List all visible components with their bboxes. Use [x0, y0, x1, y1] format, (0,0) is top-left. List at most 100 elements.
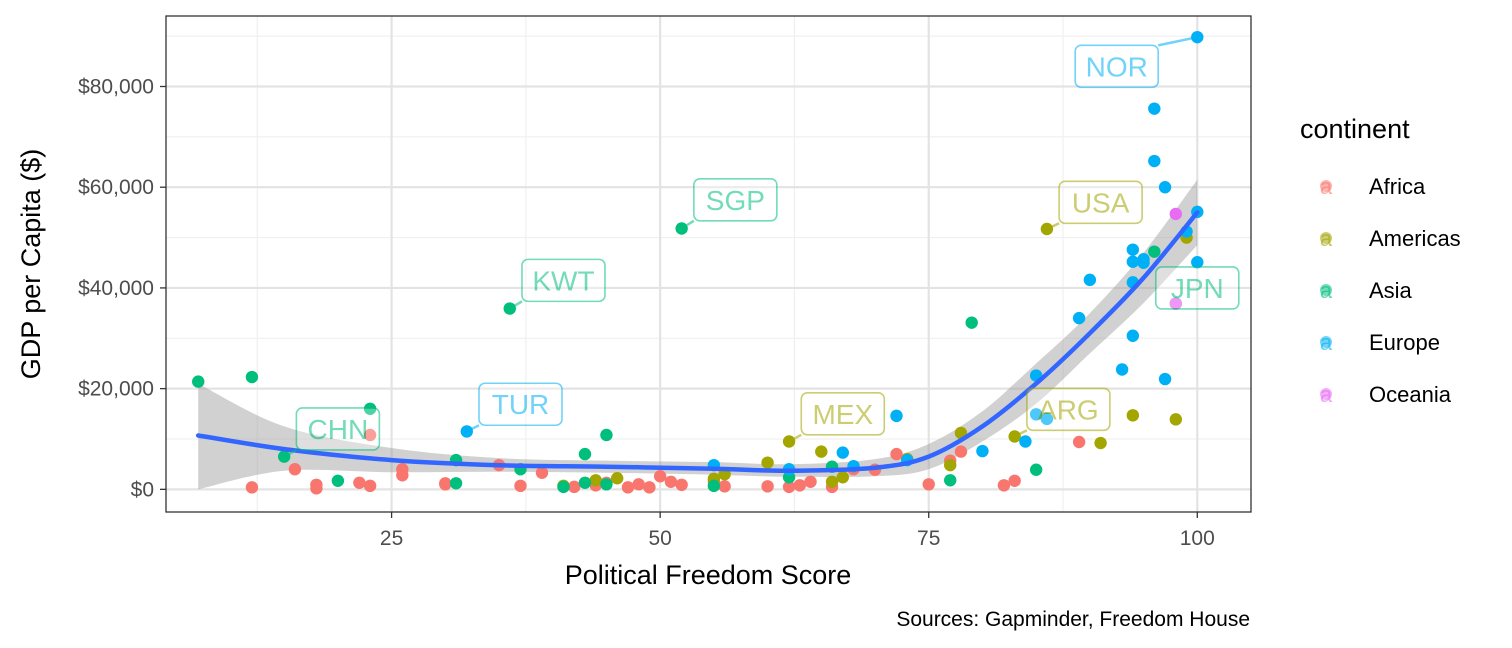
data-point [815, 445, 828, 458]
plot-panel [166, 16, 1251, 512]
callout-label: USA [1072, 187, 1130, 218]
y-tick-label: $20,000 [78, 378, 154, 401]
data-point [1040, 412, 1054, 426]
callout-tur: TUR [466, 382, 563, 433]
callout-sgp: SGP [680, 177, 778, 230]
data-point [449, 477, 463, 490]
legend: aAfricaaAmericasaAsiaaEuropeaOceania [1320, 174, 1461, 407]
data-point [1094, 436, 1107, 450]
data-point [1158, 181, 1172, 194]
callout-leader [788, 433, 802, 443]
y-tick-label: $0 [131, 478, 154, 501]
data-point [600, 478, 613, 491]
callout-label: KWT [532, 265, 594, 296]
data-point [363, 479, 377, 493]
data-point [997, 479, 1011, 492]
x-axis-title: Political Freedom Score [565, 560, 852, 590]
callout-jpn: JPN [1154, 266, 1240, 310]
data-point [514, 479, 527, 493]
callout-chn: CHN [283, 407, 381, 458]
data-point [1169, 297, 1183, 310]
legend-key-dot [1320, 180, 1332, 192]
callout-label: NOR [1086, 51, 1148, 82]
y-tick-label: $40,000 [78, 277, 154, 300]
x-axis: 25 50 75 100 [380, 512, 1215, 550]
legend-title: continent [1300, 114, 1410, 144]
callout-leader [680, 219, 695, 230]
data-point [965, 316, 978, 329]
data-point [653, 470, 667, 483]
data-point [331, 474, 345, 487]
x-tick-label: 50 [648, 527, 671, 550]
data-point [1008, 474, 1021, 487]
data-point [1126, 255, 1140, 268]
caption: Sources: Gapminder, Freedom House [896, 608, 1250, 631]
data-point [1169, 207, 1183, 221]
data-point [804, 475, 817, 488]
data-point [1169, 413, 1183, 426]
callout-usa: USA [1046, 180, 1143, 231]
data-point [1126, 409, 1140, 422]
data-point [793, 479, 807, 492]
data-point [578, 476, 592, 489]
data-point [954, 445, 968, 458]
callout-label: JPN [1171, 273, 1224, 304]
smooth-trend-line [195, 210, 1200, 473]
data-point [1148, 245, 1161, 258]
legend-label-americas: Americas [1369, 226, 1461, 251]
x-tick-label: 100 [1180, 527, 1215, 550]
data-point [890, 409, 903, 423]
y-axis: $0 $20,000 $40,000 $60,000 $80,000 [78, 75, 166, 501]
data-point [922, 478, 935, 491]
data-point [460, 425, 473, 438]
callout-leader [466, 424, 480, 433]
data-point [1115, 363, 1129, 376]
data-point [1126, 329, 1140, 342]
data-point [396, 469, 409, 482]
callout-box [1074, 44, 1160, 89]
legend-label-oceania: Oceania [1369, 382, 1452, 407]
data-point [1019, 435, 1032, 448]
data-point [600, 428, 613, 442]
confidence-band-area [198, 179, 1198, 490]
data-point [1029, 463, 1043, 476]
data-point [632, 478, 645, 491]
callout-box [693, 177, 778, 222]
callout-label: SGP [706, 185, 765, 216]
data-point [836, 446, 849, 459]
y-tick-label: $60,000 [78, 176, 154, 199]
data-point [363, 402, 377, 415]
confidence-band [198, 179, 1198, 490]
data-point [353, 476, 366, 489]
data-point [557, 480, 570, 494]
data-point [1029, 408, 1043, 421]
data-point [761, 480, 774, 493]
minor-grid [166, 16, 1251, 512]
data-point [1148, 102, 1161, 115]
callout-kwt: KWT [509, 258, 606, 310]
callout-box [1026, 387, 1111, 432]
data-point [192, 375, 205, 388]
data-point [761, 456, 774, 469]
callout-box [295, 407, 381, 451]
data-point [589, 474, 602, 487]
data-point [782, 480, 796, 494]
points [192, 30, 1204, 495]
legend-label-europe: Europe [1369, 330, 1440, 355]
data-point [1191, 256, 1204, 269]
callout-leader [283, 448, 297, 458]
data-point [664, 475, 678, 488]
data-point [310, 482, 323, 495]
data-point [245, 481, 259, 494]
data-point [1072, 435, 1086, 449]
data-point [976, 444, 989, 458]
data-point [1083, 273, 1097, 287]
data-point [1072, 311, 1086, 325]
data-point [439, 477, 452, 490]
callout-box [800, 392, 886, 436]
data-point [245, 370, 259, 384]
data-point [1158, 372, 1172, 386]
data-point [568, 480, 581, 494]
legend-key-dot [1320, 284, 1332, 296]
